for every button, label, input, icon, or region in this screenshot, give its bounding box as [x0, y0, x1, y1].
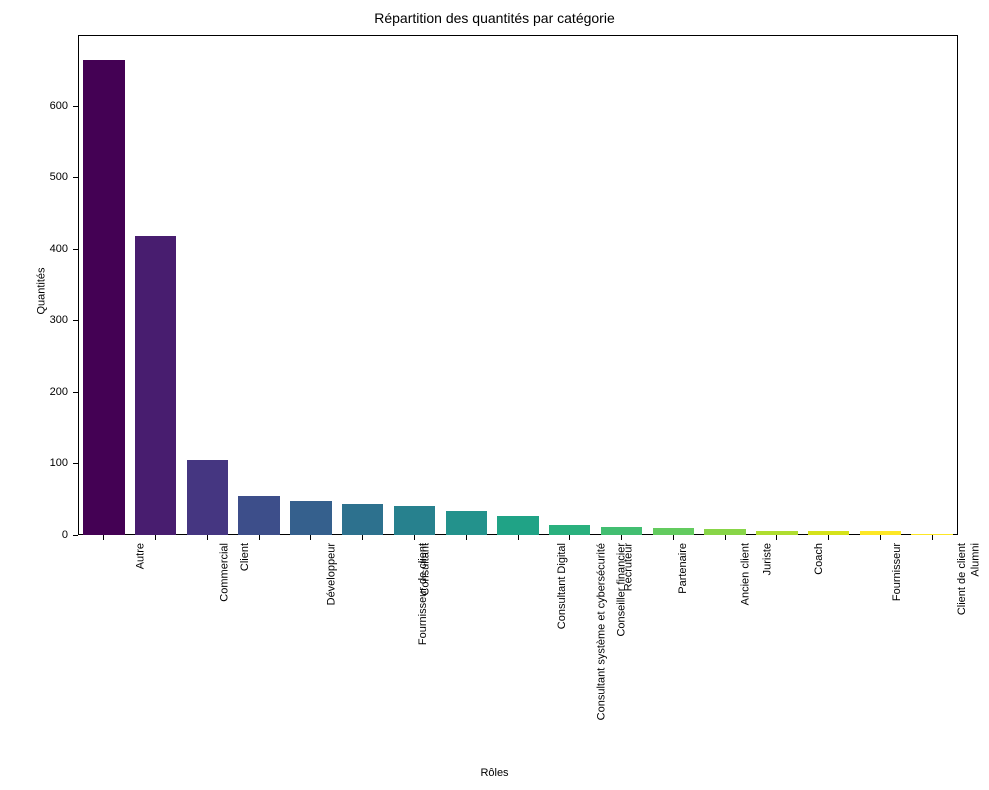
- ytick-label: 100: [33, 457, 68, 469]
- ytick-label: 200: [33, 386, 68, 398]
- xtick-mark: [776, 535, 777, 540]
- xtick-mark: [103, 535, 104, 540]
- xtick-mark: [725, 535, 726, 540]
- xtick-label: Développeur: [326, 543, 338, 605]
- xtick-label: Client de client: [957, 543, 969, 615]
- xtick-mark: [569, 535, 570, 540]
- xtick-label: Coach: [813, 543, 825, 575]
- bar: [601, 527, 642, 535]
- x-axis-label: Rôles: [0, 767, 989, 779]
- xtick-mark: [362, 535, 363, 540]
- ytick-mark: [73, 463, 78, 464]
- ytick-label: 500: [33, 171, 68, 183]
- xtick-mark: [673, 535, 674, 540]
- xtick-label: Autre: [134, 543, 146, 569]
- xtick-mark: [414, 535, 415, 540]
- xtick-mark: [155, 535, 156, 540]
- bar: [549, 525, 590, 535]
- bar: [238, 496, 279, 535]
- ytick-label: 600: [33, 100, 68, 112]
- xtick-mark: [518, 535, 519, 540]
- ytick-mark: [73, 392, 78, 393]
- y-axis-label: Quantités: [36, 267, 48, 314]
- xtick-mark: [932, 535, 933, 540]
- ytick-label: 300: [33, 314, 68, 326]
- xtick-label: Fournisseur: [891, 543, 903, 601]
- bar: [653, 528, 694, 535]
- chart-title: Répartition des quantités par catégorie: [0, 10, 989, 26]
- xtick-label: Consultant: [419, 543, 431, 596]
- xtick-mark: [466, 535, 467, 540]
- xtick-label: Recruteur: [622, 543, 634, 591]
- bar: [394, 506, 435, 535]
- xtick-label: Client: [240, 543, 252, 571]
- ytick-label: 0: [33, 529, 68, 541]
- xtick-label: Alumni: [970, 543, 982, 577]
- ytick-mark: [73, 177, 78, 178]
- ytick-mark: [73, 535, 78, 536]
- bar: [135, 236, 176, 535]
- xtick-label: Consultant Digital: [556, 543, 568, 629]
- xtick-mark: [828, 535, 829, 540]
- ytick-mark: [73, 320, 78, 321]
- bar: [497, 516, 538, 535]
- bar: [446, 511, 487, 535]
- xtick-label: Ancien client: [740, 543, 752, 605]
- ytick-mark: [73, 249, 78, 250]
- bar: [342, 504, 383, 535]
- xtick-mark: [880, 535, 881, 540]
- ytick-label: 400: [33, 243, 68, 255]
- xtick-mark: [259, 535, 260, 540]
- bar: [187, 460, 228, 535]
- chart-container: Répartition des quantités par catégorie …: [0, 0, 989, 790]
- xtick-label: Partenaire: [676, 543, 688, 594]
- bar: [83, 60, 124, 535]
- xtick-label: Juriste: [761, 543, 773, 575]
- xtick-mark: [207, 535, 208, 540]
- ytick-mark: [73, 106, 78, 107]
- bar: [290, 501, 331, 535]
- xtick-mark: [310, 535, 311, 540]
- xtick-label: Commercial: [218, 543, 230, 602]
- xtick-label: Consultant système et cybersécurité: [596, 543, 608, 720]
- xtick-mark: [621, 535, 622, 540]
